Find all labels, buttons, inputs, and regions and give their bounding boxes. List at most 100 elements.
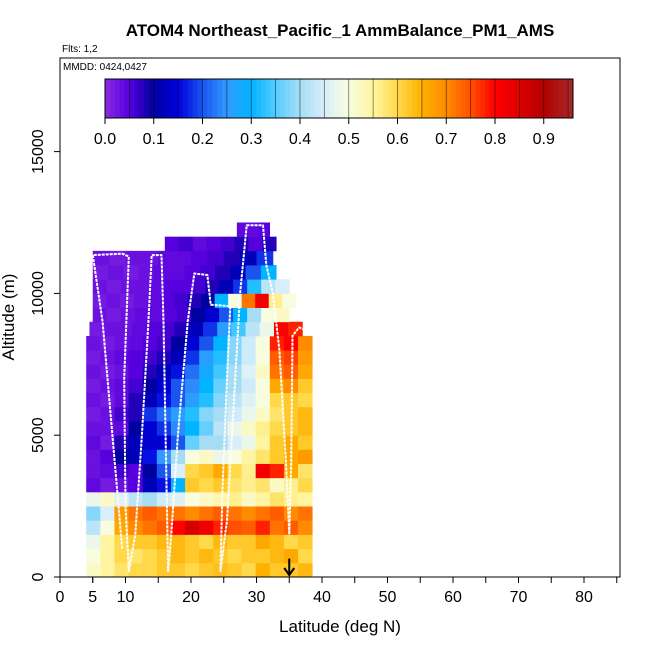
heatmap-cell <box>170 350 186 365</box>
heatmap-cell <box>241 491 257 507</box>
colorbar-segment <box>519 79 525 118</box>
heatmap-cell <box>176 279 192 294</box>
colorbar-segment <box>480 79 486 118</box>
heatmap-cell <box>255 449 271 464</box>
heatmap-cell <box>173 293 188 308</box>
colorbar-segment <box>499 79 506 118</box>
heatmap-cell <box>128 477 144 493</box>
heatmap-cell <box>268 293 283 308</box>
heatmap-cell <box>227 520 242 535</box>
heatmap-cell <box>86 491 101 507</box>
heatmap-cell <box>199 562 214 577</box>
heatmap-cell <box>134 307 150 323</box>
heatmap-cell <box>86 548 101 564</box>
heatmap-cell <box>128 364 144 379</box>
heatmap-cell <box>199 548 214 564</box>
heatmap-cell <box>275 307 290 323</box>
heatmap-cell <box>185 406 200 422</box>
heatmap-cell <box>199 350 214 365</box>
heatmap-cell <box>255 548 271 564</box>
heatmap-cell <box>114 392 129 408</box>
heatmap-cell <box>86 463 101 479</box>
heatmap-cell <box>100 350 115 365</box>
heatmap-cell <box>142 477 158 493</box>
heatmap-cell <box>269 534 285 550</box>
flights-label: Flts: 1,2 <box>62 44 98 55</box>
heatmap-cell <box>164 236 180 252</box>
heatmap-cell <box>261 307 276 323</box>
x-tick-label: 40 <box>313 589 331 606</box>
heatmap-cell <box>269 350 285 365</box>
heatmap-cell <box>255 364 271 379</box>
heatmap-cell <box>185 449 200 464</box>
colorbar-segment <box>144 79 150 118</box>
heatmap-cell <box>199 520 214 535</box>
heatmap-cell <box>185 534 200 550</box>
colorbar-segment <box>236 79 243 118</box>
colorbar-segment <box>475 79 481 118</box>
colorbar-segment <box>339 79 345 118</box>
heatmap-cell <box>213 435 228 450</box>
heatmap-cell <box>86 534 101 550</box>
colorbar-segment <box>231 79 238 118</box>
heatmap-cell <box>86 506 101 521</box>
heatmap-cell <box>142 506 158 521</box>
heatmap-cell <box>170 406 186 422</box>
heatmap-cell <box>205 307 220 323</box>
heatmap-cell <box>128 421 144 436</box>
heatmap-cell <box>142 392 158 408</box>
heatmap-cell <box>156 406 172 422</box>
heatmap-cell <box>174 321 190 337</box>
heatmap-cell <box>283 435 299 450</box>
heatmap-cell <box>241 449 257 464</box>
colorbar-segment <box>548 79 555 118</box>
colorbar-segment <box>348 79 355 118</box>
y-tick-label: 10000 <box>30 271 47 316</box>
x-tick-label: 0 <box>56 589 65 606</box>
colorbar-segment <box>163 79 169 118</box>
y-tick-label: 5000 <box>30 417 47 453</box>
heatmap-cell <box>114 335 129 351</box>
heatmap-cell <box>128 392 144 408</box>
heatmap-cell <box>142 449 158 464</box>
heatmap-cell <box>103 321 119 337</box>
heatmap-cell <box>123 265 139 280</box>
heatmap-cell <box>260 265 277 280</box>
colorbar-segment <box>300 79 306 118</box>
latitude-arrow <box>283 558 296 577</box>
heatmap-cell <box>114 449 129 464</box>
colorbar-segment <box>407 79 413 118</box>
mmdd-label: MMDD: 0424,0427 <box>63 62 147 73</box>
heatmap-cell <box>255 463 271 479</box>
colorbar-segment <box>324 79 330 118</box>
heatmap-cell <box>269 435 285 450</box>
colorbar-segment <box>139 79 145 118</box>
heatmap-cell <box>170 562 186 577</box>
heatmap-cell <box>241 506 257 521</box>
heatmap-cell <box>185 548 200 564</box>
heatmap-cell <box>227 421 242 436</box>
heatmap-cell <box>185 562 200 577</box>
colorbar-tick-label: 0.0 <box>94 131 116 148</box>
colorbar-tick-label: 0.5 <box>338 131 360 148</box>
heatmap-cell <box>269 477 285 493</box>
heatmap-cell <box>156 534 172 550</box>
colorbar-segment <box>485 79 491 118</box>
heatmap-cell <box>269 406 285 422</box>
heatmap-cell <box>185 350 200 365</box>
heatmap-cell <box>298 378 313 394</box>
heatmap-cell <box>100 548 115 564</box>
colorbar-segment <box>222 79 228 118</box>
heatmap-cell <box>269 364 285 379</box>
heatmap-cell <box>185 506 200 521</box>
heatmap-cell <box>100 435 115 450</box>
heatmap-cell <box>92 250 110 266</box>
colorbar-segment <box>373 79 379 118</box>
colorbar-segment <box>436 79 442 118</box>
heatmap-cell <box>241 392 257 408</box>
heatmap-cell <box>298 562 313 577</box>
colorbar-segment <box>426 79 433 118</box>
heatmap-cell <box>241 435 257 450</box>
heatmap-cell <box>128 335 144 351</box>
heatmap-cell <box>247 279 262 294</box>
